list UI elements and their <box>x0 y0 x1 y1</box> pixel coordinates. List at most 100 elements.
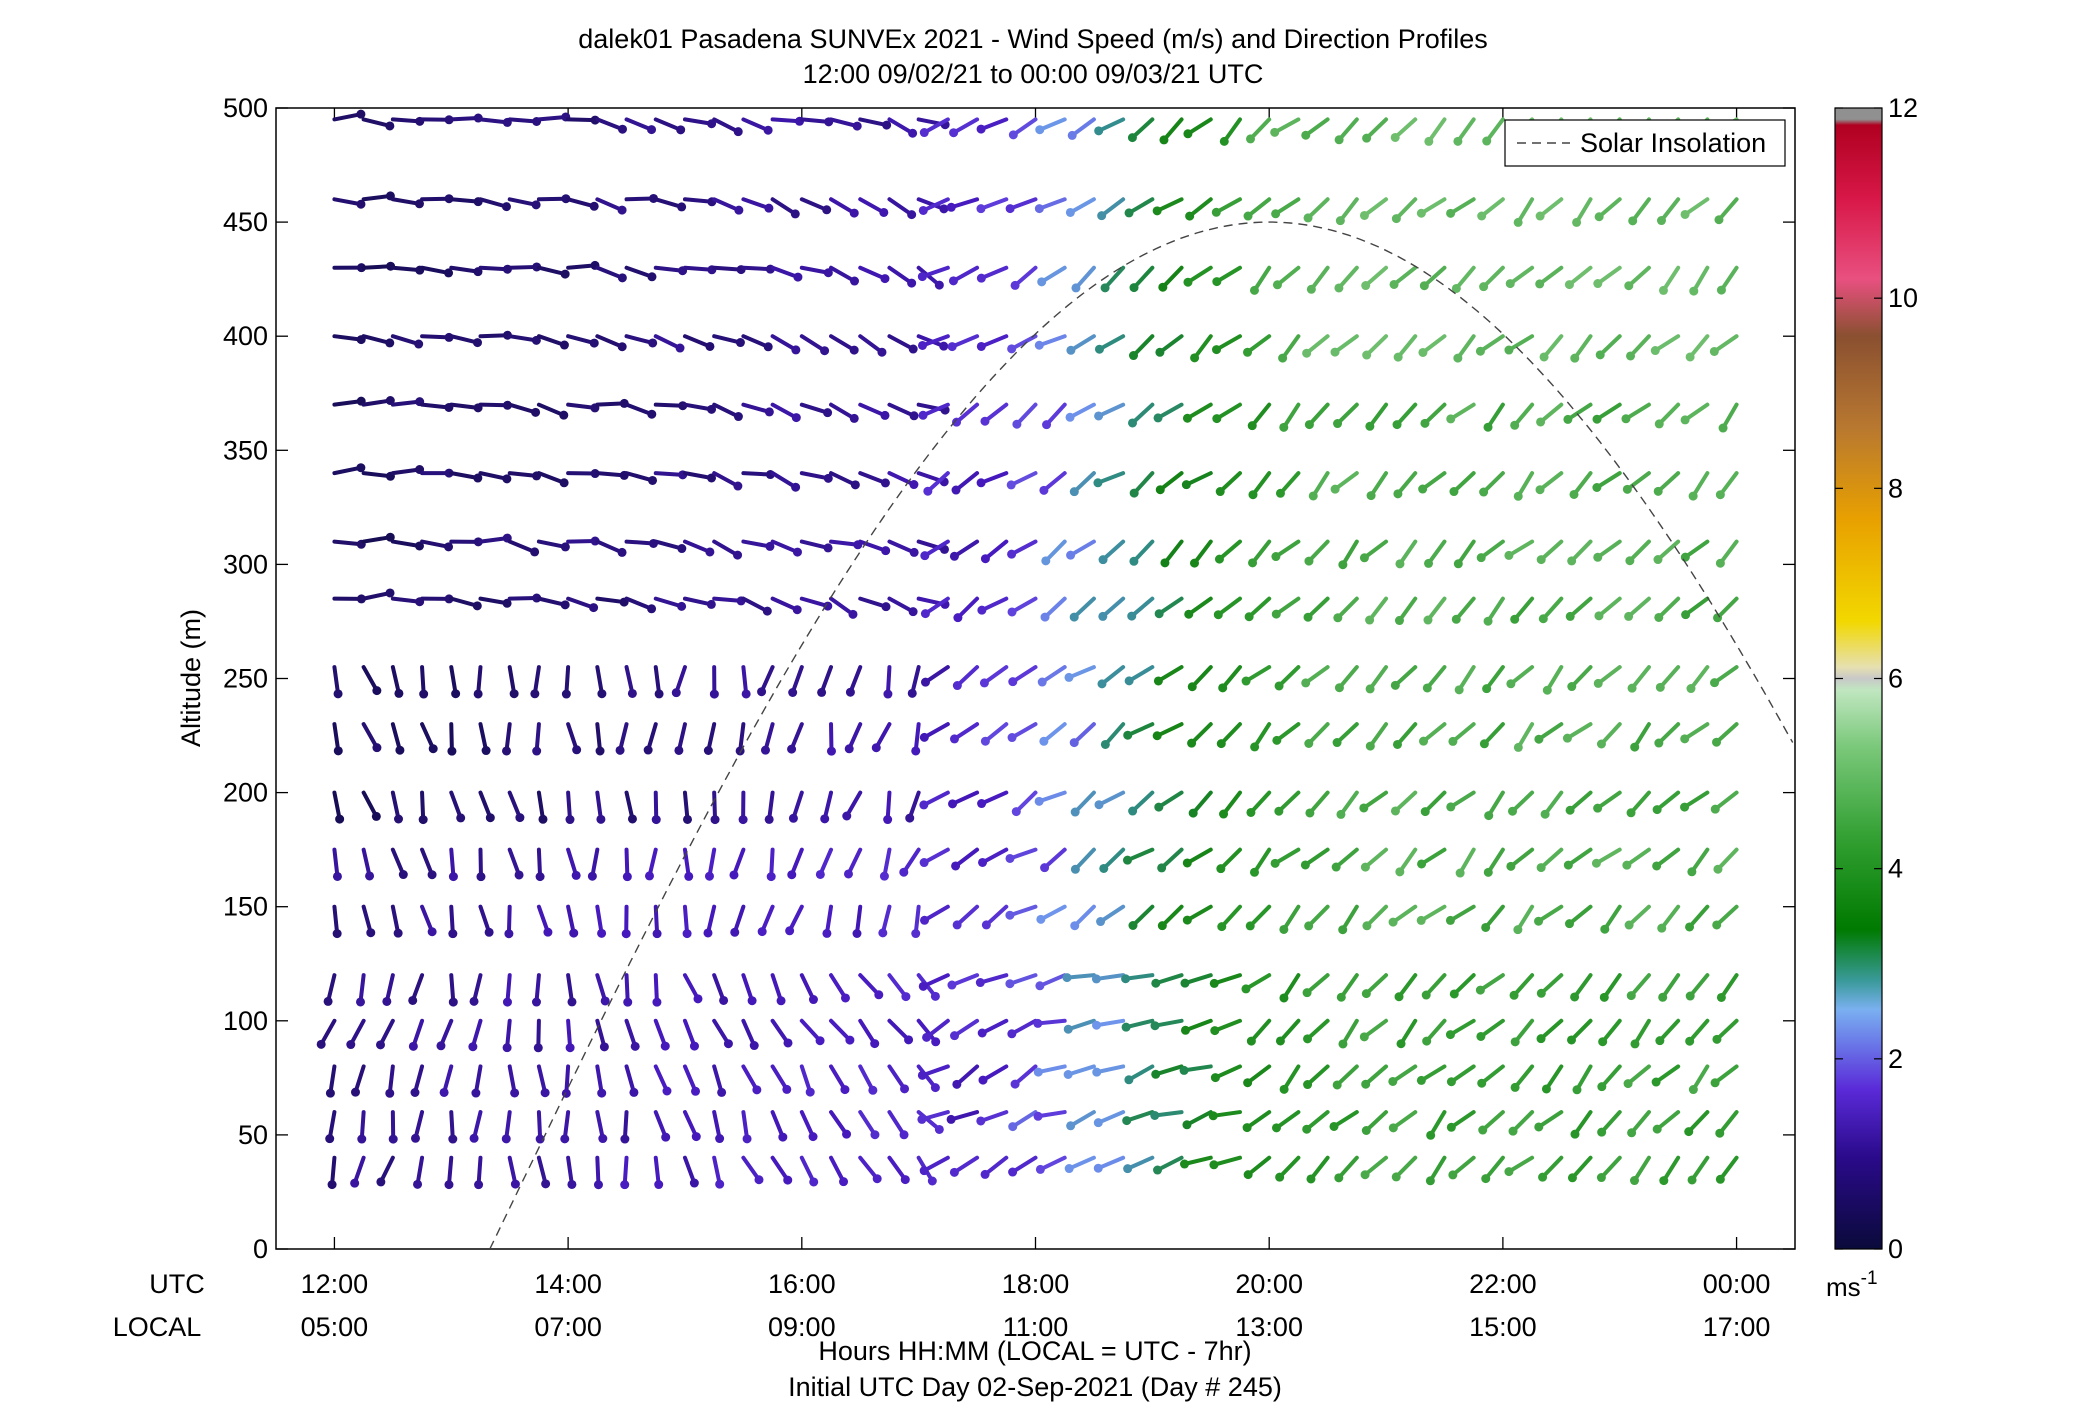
wind-barb <box>1687 1155 1710 1185</box>
wind-barb <box>1425 1155 1447 1186</box>
wind-barb <box>390 790 404 824</box>
wind-barb <box>917 1064 950 1080</box>
wind-barb <box>1334 117 1359 145</box>
wind-barb <box>1710 1064 1739 1088</box>
wind-barb <box>1359 790 1389 813</box>
wind-barb <box>595 722 605 756</box>
wind-barb <box>1712 904 1739 930</box>
wind-barb <box>1039 471 1067 495</box>
wind-barb <box>799 197 832 215</box>
wind-barb <box>1535 197 1564 221</box>
wind-barb <box>858 265 890 284</box>
wind-barb <box>883 790 893 825</box>
colorbar-tick-label: 6 <box>1888 664 1903 694</box>
wind-barb <box>1513 722 1535 752</box>
wind-barb <box>1033 1018 1067 1028</box>
wind-barb <box>703 722 717 756</box>
wind-barb <box>1453 334 1476 363</box>
wind-barb <box>919 1155 950 1176</box>
wind-barb <box>1597 1064 1622 1092</box>
wind-barb <box>473 665 483 699</box>
wind-barb <box>710 790 720 825</box>
wind-barb <box>712 197 744 215</box>
wind-barb <box>682 402 717 414</box>
wind-barb <box>905 790 921 823</box>
wind-barb <box>1689 265 1710 296</box>
wind-barb <box>1212 334 1242 355</box>
wind-barb <box>1481 904 1505 932</box>
y-tick-label: 150 <box>223 892 268 922</box>
x-axis-label-2: Initial UTC Day 02-Sep-2021 (Day # 245) <box>788 1372 1282 1402</box>
wind-barb <box>916 1018 941 1047</box>
wind-barb <box>1504 539 1535 560</box>
legend-label: Solar Insolation <box>1580 128 1766 158</box>
wind-barb <box>1359 1018 1389 1042</box>
wind-barb <box>1687 847 1710 877</box>
wind-barb <box>887 265 917 288</box>
wind-barb <box>1417 847 1447 869</box>
wind-barb <box>1121 1018 1155 1032</box>
wind-barb <box>469 973 483 1006</box>
wind-barb <box>1504 334 1535 355</box>
wind-barb <box>980 1155 1009 1179</box>
wind-barb <box>741 117 773 135</box>
wind-barb <box>1303 197 1330 223</box>
wind-barb <box>1243 334 1272 357</box>
wind-barb <box>1005 904 1038 920</box>
wind-barb <box>682 1064 701 1096</box>
wind-barb <box>976 1110 1009 1126</box>
wind-barb <box>1622 471 1651 494</box>
wind-barb <box>785 904 804 936</box>
wind-barb <box>712 1064 727 1097</box>
wind-barb <box>1248 471 1272 500</box>
wind-barb <box>1593 539 1622 562</box>
wind-barb <box>507 402 541 417</box>
wind-barb <box>952 665 980 691</box>
wind-barb <box>323 973 337 1006</box>
wind-barb <box>1246 1018 1272 1046</box>
wind-barb <box>1484 790 1505 821</box>
wind-barb <box>842 790 863 821</box>
wind-barb <box>1536 1018 1564 1044</box>
wind-barb <box>948 790 980 809</box>
wind-barb <box>766 847 776 882</box>
wind-barb <box>1091 973 1126 984</box>
wind-barb <box>382 973 395 1006</box>
wind-barb <box>858 117 892 130</box>
x-tick-label-local: 05:00 <box>301 1312 369 1342</box>
wind-barb <box>922 1018 950 1042</box>
x-tick-label-utc: 18:00 <box>1002 1269 1070 1299</box>
wind-barb <box>858 1110 880 1140</box>
wind-barb <box>1506 847 1535 871</box>
wind-barb <box>1420 790 1447 817</box>
wind-barb <box>1183 117 1213 139</box>
wind-barb <box>1715 1155 1739 1184</box>
wind-barb <box>887 1064 910 1094</box>
wind-barb <box>953 596 980 623</box>
wind-barb <box>682 1110 701 1142</box>
wind-barb <box>920 596 950 619</box>
wind-barb <box>449 334 482 348</box>
wind-barb <box>949 722 980 744</box>
wind-barb <box>787 722 804 754</box>
wind-barb <box>1336 973 1359 1002</box>
wind-barb <box>829 471 860 490</box>
wind-barb <box>1008 665 1038 687</box>
colorbar-unit-base: ms <box>1826 1272 1861 1302</box>
wind-barb <box>799 596 833 611</box>
wind-barb <box>829 1155 849 1187</box>
wind-barb <box>1482 665 1505 694</box>
x-tick-label-local: 09:00 <box>768 1312 836 1342</box>
wind-barb <box>390 539 424 551</box>
wind-barb <box>593 1155 603 1190</box>
wind-barb <box>1271 539 1301 562</box>
colorbar: 0 2 4 6 8 10 12 ms-1 <box>1826 93 1918 1302</box>
wind-barb <box>1331 847 1359 872</box>
wind-barb <box>887 596 918 617</box>
wind-barb <box>1037 265 1067 287</box>
wind-barb <box>980 722 1009 746</box>
wind-barb <box>1596 1155 1622 1183</box>
wind-barb <box>1650 334 1681 356</box>
wind-barb <box>536 471 569 488</box>
wind-barb <box>361 904 376 938</box>
